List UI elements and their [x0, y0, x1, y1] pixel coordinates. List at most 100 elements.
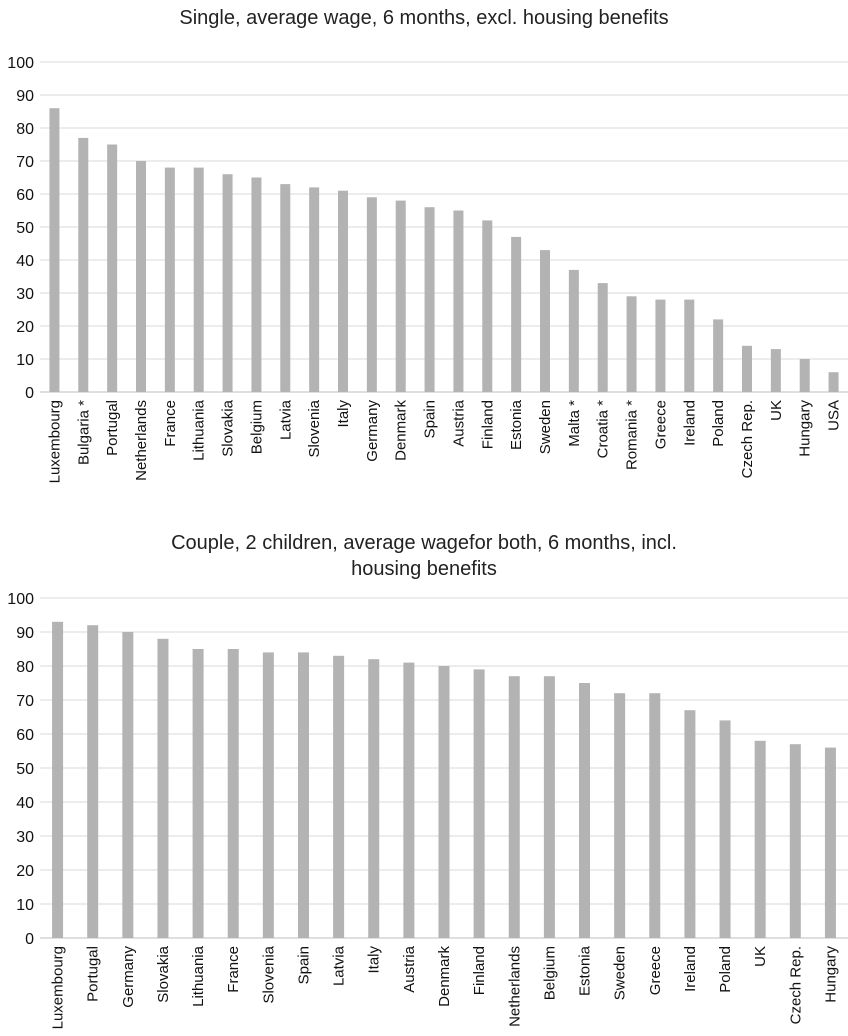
- x-tick-label: France: [162, 400, 179, 447]
- bar: [78, 137, 89, 392]
- x-tick-label: Slovakia: [220, 399, 237, 456]
- x-tick-label: Portugal: [85, 946, 102, 1002]
- chart-title: Couple, 2 children, average wagefor both…: [171, 532, 677, 580]
- bar: [297, 652, 309, 938]
- y-tick-label: 70: [16, 693, 34, 710]
- chart-couple-two-children: Couple, 2 children, average wagefor both…: [0, 525, 848, 1036]
- bar: [713, 319, 724, 392]
- x-tick-label: Latvia: [277, 399, 294, 440]
- x-tick-label: Sweden: [612, 946, 629, 1000]
- y-tick-label: 10: [16, 897, 34, 914]
- bar: [262, 652, 274, 938]
- bar: [49, 108, 60, 392]
- x-tick-label: Greece: [647, 946, 664, 995]
- y-tick-label: 50: [16, 761, 34, 778]
- bar: [742, 345, 752, 392]
- y-tick-label: 70: [16, 154, 34, 171]
- y-tick-label: 40: [16, 253, 34, 270]
- x-tick-label: Austria: [450, 399, 467, 446]
- bar: [333, 655, 345, 938]
- bar: [568, 269, 579, 392]
- bar: [309, 187, 320, 392]
- bar: [579, 683, 591, 938]
- bar: [473, 669, 485, 938]
- bar: [828, 372, 839, 392]
- bar: [368, 659, 380, 938]
- x-tick-label: Portugal: [104, 400, 121, 456]
- bar: [438, 666, 450, 938]
- bar: [684, 299, 695, 392]
- x-tick-label: Czech Rep.: [739, 400, 756, 478]
- y-tick-label: 40: [16, 795, 34, 812]
- bar: [192, 649, 204, 938]
- x-tick-label: UK: [768, 400, 785, 421]
- x-tick-label: Romania *: [624, 400, 641, 470]
- x-tick-label: Netherlands: [133, 400, 150, 481]
- bar: [655, 299, 666, 392]
- bar: [684, 710, 696, 938]
- bar: [122, 632, 134, 938]
- y-tick-label: 0: [25, 385, 34, 402]
- x-tick-label: Netherlands: [506, 946, 523, 1027]
- bar: [157, 638, 169, 938]
- x-tick-label: Ireland: [681, 400, 698, 446]
- x-tick-label: Germany: [120, 946, 137, 1008]
- x-tick-label: Denmark: [436, 946, 453, 1007]
- bar: [227, 649, 239, 938]
- y-tick-label: 80: [16, 121, 34, 138]
- bar: [789, 744, 801, 938]
- x-tick-label: Ireland: [682, 946, 699, 992]
- bar: [403, 662, 415, 938]
- bar: [511, 236, 522, 392]
- bar: [395, 200, 406, 392]
- y-tick-label: 50: [16, 220, 34, 237]
- x-tick-label: Sweden: [537, 400, 554, 454]
- bar: [338, 190, 348, 392]
- bar: [508, 676, 520, 938]
- x-tick-label: Hungary: [822, 946, 839, 1003]
- x-tick-label: Estonia: [577, 945, 594, 996]
- x-tick-label: Denmark: [393, 400, 410, 461]
- y-tick-label: 20: [16, 863, 34, 880]
- x-tick-label: Finland: [471, 946, 488, 995]
- bar: [164, 167, 175, 392]
- bar: [597, 283, 608, 392]
- bar: [366, 197, 377, 392]
- x-tick-label: Latvia: [331, 945, 348, 986]
- bar: [193, 167, 204, 392]
- y-tick-label: 80: [16, 659, 34, 676]
- bar: [136, 161, 146, 392]
- x-tick-label: France: [225, 946, 242, 993]
- x-tick-label: Malta *: [566, 400, 583, 447]
- x-tick-label: Estonia: [508, 399, 525, 450]
- x-tick-label: Germany: [364, 400, 381, 462]
- bar: [87, 625, 99, 938]
- bar: [540, 250, 550, 392]
- y-tick-label: 90: [16, 88, 34, 105]
- x-tick-label: Luxembourg: [50, 946, 67, 1029]
- bar: [719, 720, 731, 938]
- bar-chart-svg: 0 10 20 30 40 50 60 70 80 90 100 Luxembourg Portugal…: [7, 591, 848, 1029]
- x-tick-label: Croatia *: [595, 400, 612, 459]
- y-tick-label: 10: [16, 352, 34, 369]
- bar: [799, 359, 810, 392]
- x-tick-label: Czech Rep.: [787, 946, 804, 1024]
- y-tick-label: 30: [16, 829, 34, 846]
- x-tick-label: Spain: [422, 400, 439, 438]
- bar: [52, 621, 64, 938]
- x-tick-label: Italy: [335, 400, 352, 428]
- y-tick-label: 100: [7, 591, 34, 608]
- y-tick-label: 0: [25, 931, 34, 948]
- bar: [453, 210, 464, 392]
- x-tick-label: UK: [752, 946, 769, 967]
- x-tick-label: Slovenia: [306, 399, 323, 457]
- x-tick-label: Greece: [652, 400, 669, 449]
- y-tick-label: 60: [16, 187, 34, 204]
- bar: [222, 174, 233, 392]
- y-tick-label: 90: [16, 625, 34, 642]
- chart-title: Single, average wage, 6 months, excl. ho…: [179, 7, 669, 29]
- x-tick-label: Lithuania: [191, 399, 208, 461]
- bar-chart-svg: 0 10 20 30 40 50 60 70 80 90 100 Luxembourg Bulgaria…: [7, 55, 848, 483]
- x-tick-label: Belgium: [541, 946, 558, 1000]
- bar: [770, 349, 781, 392]
